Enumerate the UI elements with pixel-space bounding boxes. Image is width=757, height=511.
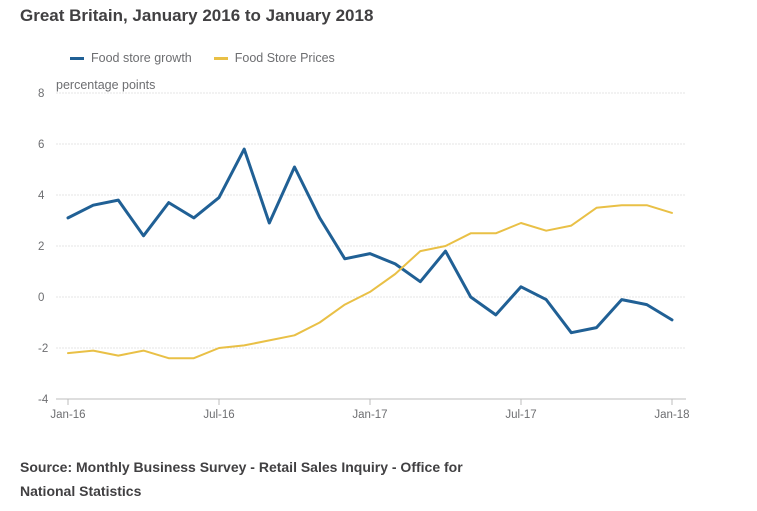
x-tick-label: Jan-18 bbox=[654, 409, 689, 421]
chart-title: Great Britain, January 2016 to January 2… bbox=[20, 6, 374, 25]
y-tick-label: -4 bbox=[38, 394, 49, 406]
legend-item-food-store-growth: Food store growth bbox=[70, 51, 192, 65]
series-lines bbox=[66, 147, 674, 360]
legend-label-growth: Food store growth bbox=[91, 51, 192, 65]
source-note: Source: Monthly Business Survey - Retail… bbox=[20, 459, 463, 499]
y-tick-labels: 8 6 4 2 0 -2 -4 bbox=[38, 88, 49, 406]
legend-item-food-store-prices: Food Store Prices bbox=[213, 51, 335, 65]
legend: Food store growth Food Store Prices bbox=[70, 51, 357, 65]
x-tick-label: Jul-17 bbox=[505, 409, 536, 421]
y-tick-label: 2 bbox=[38, 241, 44, 253]
x-tick-label: Jul-16 bbox=[203, 409, 234, 421]
legend-swatch-growth bbox=[70, 56, 84, 60]
y-tick-label: 4 bbox=[38, 190, 45, 202]
legend-swatch-prices bbox=[213, 56, 228, 60]
series-line-food-store-prices bbox=[67, 204, 673, 360]
y-tick-label: 6 bbox=[38, 139, 44, 151]
y-tick-label: 0 bbox=[38, 292, 44, 304]
y-tick-label: -2 bbox=[38, 343, 48, 355]
y-tick-label: 8 bbox=[38, 88, 44, 100]
grid bbox=[56, 92, 686, 400]
y-axis-label: percentage points bbox=[56, 78, 156, 92]
x-tick-label: Jan-17 bbox=[352, 409, 387, 421]
x-axis: Jan-16 Jul-16 Jan-17 Jul-17 Jan-18 bbox=[50, 399, 690, 421]
x-tick-label: Jan-16 bbox=[50, 409, 85, 421]
series-line-food-store-growth bbox=[66, 147, 674, 335]
legend-label-prices: Food Store Prices bbox=[234, 51, 335, 65]
line-chart: 8 6 4 2 0 -2 -4 Jan-16 Jul-16 Jan-17 Jul-17 Jan-18 bbox=[38, 88, 690, 421]
